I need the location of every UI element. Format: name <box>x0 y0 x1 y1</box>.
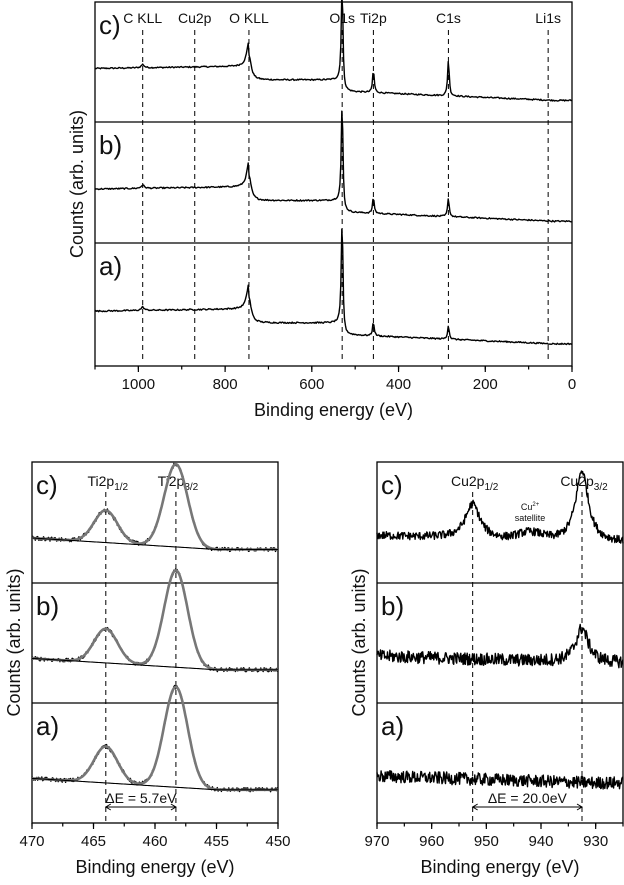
survey-peak-label: Cu2p <box>178 10 212 26</box>
ti2p-fit-b <box>31 569 279 672</box>
cu2p-spectrum-a <box>376 770 624 790</box>
ti2p-x-tick-label: 455 <box>204 833 229 850</box>
cu2p-x-tick-label: 930 <box>583 833 608 850</box>
survey-panel-label: b) <box>99 130 122 160</box>
ti2p-delta-label: ΔE = 5.7eV <box>105 790 177 806</box>
ti2p-panel-label: b) <box>36 591 59 621</box>
survey-spectrum-b <box>94 110 572 223</box>
cu2p-spectrum-b <box>376 623 624 669</box>
survey-y-axis-label: Counts (arb. units) <box>67 110 87 258</box>
cu2p-frame <box>376 461 624 824</box>
survey-peak-label: O KLL <box>229 10 269 26</box>
survey-peak-label: C KLL <box>123 10 162 26</box>
ti2p-peak-label: Ti2p3/2 <box>158 473 199 493</box>
cu2p-peak-label: Cu2p1/2 <box>451 473 499 493</box>
survey-panel-label: c) <box>99 10 121 40</box>
survey-peak-label: Li1s <box>535 10 561 26</box>
ti2p-x-tick-label: 450 <box>265 833 290 850</box>
ti2p-chart: 470 465 460 455 450 Binding energy (eV) Counts… <box>4 461 291 877</box>
cu2p-delta-label: ΔE = 20.0eV <box>488 790 568 806</box>
survey-chart: 1000 800 600 400 200 0 Binding energy (eV) Coun… <box>67 0 576 420</box>
ti2p-background-b <box>32 657 278 671</box>
cu2p-x-axis-label: Binding energy (eV) <box>420 857 579 877</box>
ti2p-y-axis-label: Counts (arb. units) <box>4 568 24 716</box>
cu2p-spectrum-c <box>376 470 624 544</box>
ti2p-x-tick-label: 465 <box>81 833 106 850</box>
cu2p-panel-label: b) <box>381 591 404 621</box>
cu2p-y-axis-label: Counts (arb. units) <box>349 568 369 716</box>
ti2p-arrow-head-left <box>104 803 112 811</box>
cu2p-panel-label: c) <box>381 470 403 500</box>
survey-peak-label: Ti2p <box>360 10 387 26</box>
survey-spectrum-a <box>94 228 573 346</box>
survey-x-tick-label: 200 <box>473 376 498 393</box>
ti2p-spectrum-a <box>31 684 279 793</box>
survey-x-tick-label: 1000 <box>122 376 155 393</box>
ti2p-background-c <box>32 537 278 551</box>
cu2p-x-tick-label: 950 <box>474 833 499 850</box>
survey-spectrum-c <box>94 0 573 102</box>
survey-x-tick-label: 0 <box>568 376 576 393</box>
cu2p-satellite-label-2: satellite <box>515 513 546 523</box>
survey-peak-label: C1s <box>436 10 461 26</box>
survey-x-axis-label: Binding energy (eV) <box>254 400 413 420</box>
cu2p-x-tick-label: 940 <box>528 833 553 850</box>
cu2p-arrow-head-left <box>471 803 478 811</box>
ti2p-panel-label: c) <box>36 470 58 500</box>
cu2p-arrow-head-right <box>576 803 583 811</box>
cu2p-x-tick-label: 970 <box>364 833 389 850</box>
ti2p-fit-c <box>31 462 279 551</box>
survey-x-tick-label: 800 <box>213 376 238 393</box>
survey-x-tick-label: 400 <box>386 376 411 393</box>
cu2p-panel-label: a) <box>381 711 404 741</box>
survey-panel-label: a) <box>99 251 122 281</box>
cu2p-x-tick-label: 960 <box>419 833 444 850</box>
survey-x-tick-label: 600 <box>299 376 324 393</box>
ti2p-spectrum-b <box>31 568 279 673</box>
ti2p-x-tick-label: 460 <box>142 833 167 850</box>
ti2p-x-axis-label: Binding energy (eV) <box>75 857 234 877</box>
ti2p-arrow-head-right <box>170 803 177 811</box>
ti2p-spectrum-c <box>31 462 279 553</box>
ti2p-panel-label: a) <box>36 711 59 741</box>
ti2p-x-tick-label: 470 <box>19 833 44 850</box>
ti2p-background-a <box>32 777 278 791</box>
ti2p-peak-label: Ti2p1/2 <box>87 473 128 493</box>
survey-frame <box>94 1 573 367</box>
cu2p-satellite-label: Cu2+ <box>521 502 540 512</box>
